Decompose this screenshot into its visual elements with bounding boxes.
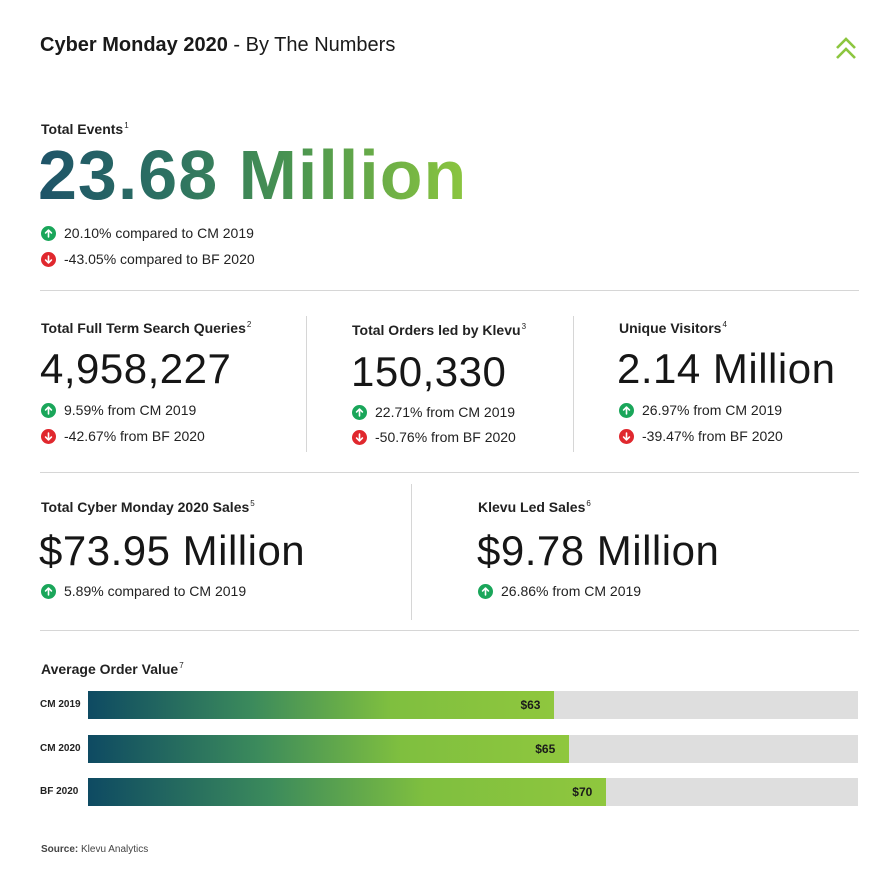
klevu-led-sales-value: $9.78 Million [477,527,720,574]
klevu-led-sales-label-text: Klevu Led Sales [478,499,586,515]
chart-title-text: Average Order Value [41,661,179,677]
change-text: 26.97% from CM 2019 [642,402,783,418]
change-text: 26.86% from CM 2019 [501,583,642,599]
arrow-down-icon [41,428,56,444]
double-chevron-up-icon [834,36,858,62]
arrow-up-icon [41,225,56,241]
change-text: 22.71% from CM 2019 [375,404,516,420]
bar [88,734,570,763]
unique-visitors-value: 2.14 Million [617,345,836,392]
divider [40,472,859,473]
divider [40,630,859,631]
cyber-monday-sales-change-1: 5.89% compared to CM 2019 [41,583,246,599]
bar-category-label: CM 2019 [40,699,81,710]
klevu-orders-change-1: 22.71% from CM 2019 [352,404,515,420]
total-events-change-1: 20.10% compared to CM 2019 [41,225,254,241]
chart-title: Average Order Value7 [41,661,184,677]
klevu-led-sales-label: Klevu Led Sales6 [478,499,591,515]
arrow-up-icon [619,402,634,418]
change-text: 9.59% from CM 2019 [64,402,197,418]
total-events-label-text: Total Events [41,121,124,137]
page-title-sub: - By The Numbers [227,34,396,56]
cyber-monday-sales-value: $73.95 Million [39,527,306,574]
bar-track: $65 [88,734,858,763]
bar-track: $70 [88,778,858,806]
search-queries-label: Total Full Term Search Queries2 [41,320,251,336]
search-queries-change-1: 9.59% from CM 2019 [41,402,196,418]
bar-category-label: CM 2020 [40,742,81,754]
change-text: -39.47% from BF 2020 [642,428,783,444]
search-queries-value: 4,958,227 [40,345,232,392]
klevu-led-sales-change-1: 26.86% from CM 2019 [478,583,641,599]
arrow-up-icon [41,583,56,599]
total-events-label: Total Events1 [41,121,129,137]
footnote-marker: 5 [250,499,255,509]
divider [40,290,859,291]
search-queries-label-text: Total Full Term Search Queries [41,320,246,336]
change-text: 5.89% compared to CM 2019 [64,583,247,599]
klevu-orders-change-2: -50.76% from BF 2020 [352,429,516,445]
footnote-marker: 2 [246,320,252,330]
klevu-orders-label-text: Total Orders led by Klevu [352,322,521,338]
divider [306,316,307,452]
source-text: Klevu Analytics [78,844,149,855]
bar-value-label: $70 [572,785,593,799]
bar-track: $63 [88,691,858,719]
klevu-orders-label: Total Orders led by Klevu3 [352,322,526,338]
change-text: 20.10% compared to CM 2019 [64,225,254,241]
arrow-up-icon [478,583,493,599]
unique-visitors-change-2: -39.47% from BF 2020 [619,428,783,444]
divider [573,316,574,452]
klevu-orders-value: 150,330 [351,348,507,395]
unique-visitors-change-1: 26.97% from CM 2019 [619,402,782,418]
bar-value-label: $65 [535,741,556,756]
bar-value-label: $63 [520,698,541,712]
arrow-up-icon [352,404,367,420]
bar [88,691,555,719]
arrow-up-icon [41,402,56,418]
search-queries-change-2: -42.67% from BF 2020 [41,428,205,444]
arrow-down-icon [619,428,634,444]
footnote-marker: 6 [586,499,591,509]
change-text: -43.05% compared to BF 2020 [64,251,255,267]
change-text: -50.76% from BF 2020 [375,429,516,445]
arrow-down-icon [41,251,56,267]
page-title-main: Cyber Monday 2020 [40,34,228,56]
footnote-marker: 4 [722,320,727,330]
source-label: Source: [41,844,79,855]
footnote-marker: 1 [124,121,129,131]
total-events-value: 23.68 Million [38,136,468,214]
divider [411,484,412,620]
bar [88,778,607,806]
footnote-marker: 7 [179,661,184,671]
total-events-change-2: -43.05% compared to BF 2020 [41,251,255,267]
unique-visitors-label: Unique Visitors4 [619,320,727,336]
cyber-monday-sales-label-text: Total Cyber Monday 2020 Sales [41,499,250,515]
unique-visitors-label-text: Unique Visitors [619,320,722,336]
change-text: -42.67% from BF 2020 [64,428,205,444]
bar-category-label: BF 2020 [40,786,79,797]
source-note: Source: Klevu Analytics [41,844,148,855]
footnote-marker: 3 [521,322,527,332]
arrow-down-icon [352,429,367,445]
cyber-monday-sales-label: Total Cyber Monday 2020 Sales5 [41,499,255,515]
page-title: Cyber Monday 2020 - By The Numbers [40,34,395,57]
